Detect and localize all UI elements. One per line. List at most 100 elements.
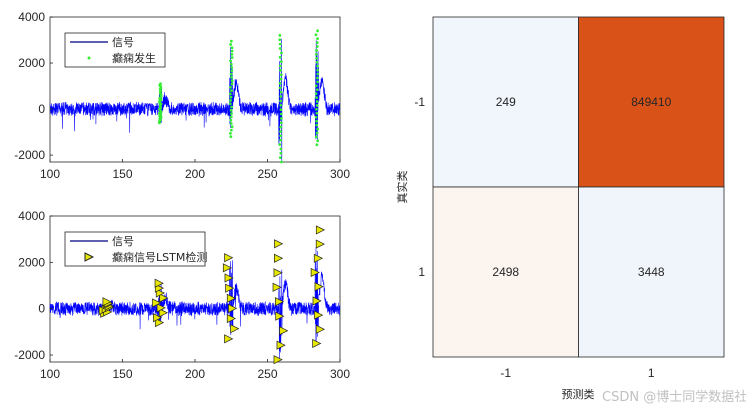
event-dot — [315, 111, 319, 115]
event-dot — [315, 56, 319, 60]
event-dot — [314, 52, 318, 56]
x-tick-label: 250 — [257, 167, 277, 181]
event-triangle — [315, 225, 326, 235]
heatmap-cell — [432, 186, 579, 358]
event-markers — [314, 29, 320, 147]
event-triangle — [102, 297, 112, 307]
event-triangle — [226, 313, 237, 324]
event-triangle — [274, 239, 284, 249]
y-tick-label: 4000 — [18, 10, 45, 24]
event-dot — [278, 143, 282, 146]
event-dot — [229, 135, 233, 139]
event-dot — [229, 43, 233, 46]
event-dot — [278, 86, 282, 90]
event-triangle — [155, 288, 166, 298]
event-dot — [278, 156, 282, 160]
x-tick-label: -1 — [500, 366, 511, 380]
event-dot — [316, 64, 319, 68]
legend-label: 癫痫信号LSTM检测 — [112, 250, 207, 264]
event-dot — [229, 131, 232, 135]
x-tick-label: 250 — [257, 367, 277, 381]
event-triangle — [273, 268, 283, 278]
event-dot — [280, 116, 283, 120]
cell-value: 249 — [496, 95, 516, 109]
event-dot — [314, 135, 318, 139]
cell-value: 3448 — [638, 265, 665, 279]
event-dot — [279, 121, 283, 125]
event-dot — [278, 38, 282, 42]
event-triangle — [279, 326, 289, 336]
event-triangle — [314, 310, 324, 320]
event-dot — [279, 99, 283, 103]
event-dot — [316, 139, 320, 143]
y-tick-label: 2000 — [18, 255, 45, 269]
event-dot — [315, 41, 319, 44]
event-dot — [314, 84, 318, 88]
event-dot — [230, 75, 233, 79]
event-dot — [279, 125, 283, 129]
event-dot — [316, 68, 319, 72]
event-dot — [229, 95, 233, 99]
legend-label: 信号 — [112, 235, 134, 248]
event-dot — [230, 79, 234, 83]
event-markers — [152, 278, 169, 328]
event-dot — [315, 131, 319, 135]
event-dot — [280, 160, 283, 164]
event-triangle — [152, 298, 162, 308]
cell-value: 849410 — [631, 95, 671, 109]
event-dot — [278, 82, 282, 85]
event-dot — [315, 119, 319, 123]
y-tick-label: -2000 — [14, 148, 45, 162]
legend-box — [64, 32, 166, 68]
event-dot — [279, 151, 283, 155]
event-dot — [230, 49, 234, 53]
event-dot — [230, 89, 233, 92]
event-dot — [279, 90, 283, 94]
event-dot — [278, 34, 282, 37]
event-dot — [315, 100, 319, 103]
event-dot — [229, 128, 233, 132]
event-dot — [315, 96, 318, 99]
event-dot — [230, 52, 234, 56]
event-dot — [228, 102, 232, 106]
event-dot — [230, 69, 234, 73]
event-dot — [279, 130, 282, 133]
event-triangle — [153, 313, 163, 323]
event-dot — [314, 115, 318, 119]
y-axis-label: 真实类 — [395, 171, 409, 204]
event-dot — [279, 108, 283, 112]
event-dot — [315, 60, 319, 64]
event-dot — [279, 103, 283, 107]
event-dot — [230, 56, 234, 60]
event-dot — [316, 76, 319, 80]
event-dot — [278, 47, 282, 50]
event-triangle — [315, 324, 326, 334]
event-triangle — [275, 311, 285, 321]
event-dot — [230, 66, 234, 69]
event-dot — [279, 77, 283, 81]
heatmap-cell — [578, 16, 725, 188]
event-dot — [315, 143, 319, 147]
y-tick-label: 2000 — [18, 56, 45, 70]
event-triangle — [230, 324, 240, 334]
event-dot — [279, 95, 283, 98]
signal-line — [49, 247, 341, 360]
x-tick-label: 300 — [330, 167, 350, 181]
x-tick-label: 100 — [40, 367, 60, 381]
event-markers — [157, 82, 163, 125]
line-plot-2: 100 150 200 250 300 4000 2000 0 -2000 信号癫痫信号LSTM检… — [14, 209, 350, 381]
event-triangle — [276, 340, 286, 350]
event-dot — [316, 80, 319, 84]
event-triangle — [156, 303, 166, 313]
event-dot — [279, 60, 283, 64]
event-dot — [315, 49, 318, 52]
event-dot — [278, 55, 282, 59]
event-dot — [229, 108, 233, 112]
y-tick-label: -1 — [414, 95, 425, 109]
legend-triangle-icon — [84, 252, 95, 262]
x-axis-label: 预测类 — [562, 387, 595, 401]
event-dot — [316, 37, 319, 41]
event-dot — [278, 42, 282, 46]
